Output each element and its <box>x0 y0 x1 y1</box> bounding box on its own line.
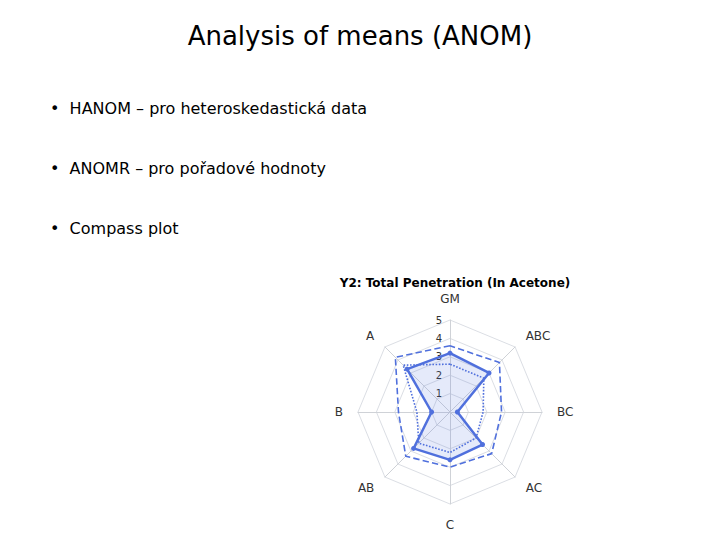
svg-text:Analysis of means (ANOM): Analysis of means (ANOM) <box>188 21 533 51</box>
svg-text:• Compass plot: • Compass plot <box>50 219 179 238</box>
svg-text:ABC: ABC <box>526 329 551 343</box>
svg-text:GM: GM <box>440 292 460 306</box>
svg-text:• ANOMR – pro pořadové hodnot: • ANOMR – pro pořadové hodnoty <box>50 159 326 178</box>
svg-text:C: C <box>446 518 454 532</box>
svg-text:5: 5 <box>436 315 442 326</box>
svg-text:BC: BC <box>557 405 573 419</box>
svg-text:• HANOM – pro heteroskedastic: • HANOM – pro heteroskedastická data <box>50 99 367 118</box>
svg-text:AC: AC <box>526 481 542 495</box>
svg-text:AB: AB <box>358 481 374 495</box>
svg-text:A: A <box>366 329 375 343</box>
svg-text:4: 4 <box>436 333 442 344</box>
svg-text:B: B <box>335 405 343 419</box>
svg-text:Y2: Total Penetration (In Acet: Y2: Total Penetration (In Acetone) <box>339 276 571 290</box>
